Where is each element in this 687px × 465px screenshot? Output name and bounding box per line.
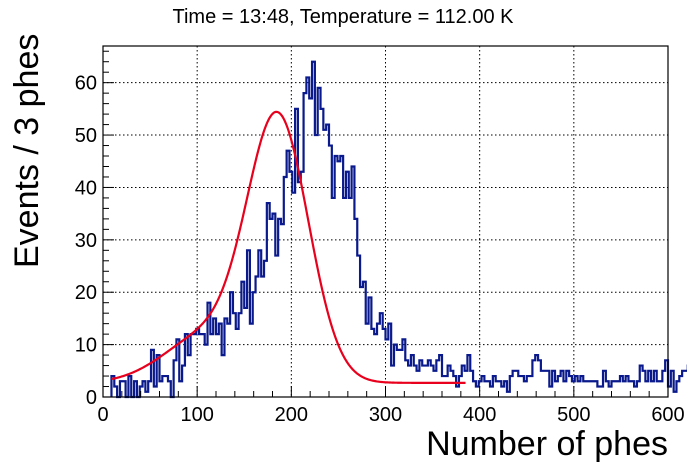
x-tick-label: 0 (97, 404, 108, 426)
x-tick-label: 500 (557, 404, 590, 426)
x-axis-title: Number of phes (426, 425, 668, 463)
y-tick-label: 20 (75, 282, 97, 304)
x-tick-label: 100 (180, 404, 213, 426)
y-tick-label: 0 (86, 387, 97, 409)
x-tick-label: 200 (275, 404, 308, 426)
x-tick-label: 600 (651, 404, 684, 426)
histogram-outline (110, 60, 687, 399)
histogram-series (110, 60, 687, 399)
y-tick-label: 60 (75, 73, 97, 95)
fit-curve-line (111, 110, 466, 384)
chart-title: Time = 13:48, Temperature = 112.00 K (173, 6, 515, 28)
fit-curve-series (111, 110, 466, 384)
x-tick-label: 400 (463, 404, 496, 426)
y-tick-label: 40 (75, 177, 97, 199)
y-tick-label: 10 (75, 335, 97, 357)
axis-ticks: 0 100 200 300 400 500 600 0 10 20 30 40 50 60 (75, 50, 685, 426)
y-axis-title: Events / 3 phes (8, 34, 46, 268)
y-tick-label: 50 (75, 125, 97, 147)
y-tick-label: 30 (75, 230, 97, 252)
x-tick-label: 300 (369, 404, 402, 426)
